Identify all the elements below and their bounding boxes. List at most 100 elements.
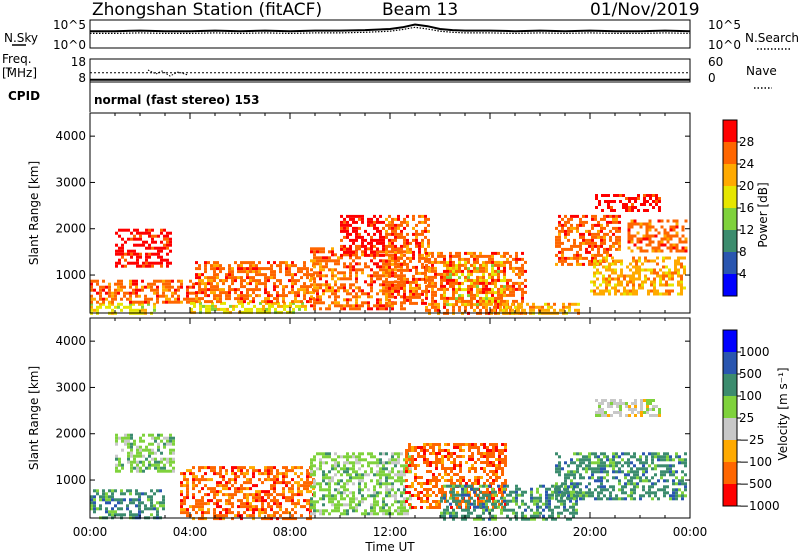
power-cell (208, 310, 211, 314)
power-cell (349, 250, 352, 254)
power-cell (195, 291, 198, 295)
power-cell (662, 271, 665, 275)
power-cell (397, 259, 400, 263)
power-cell (358, 286, 361, 290)
power-cell (174, 291, 177, 295)
velocity-cell (533, 496, 536, 500)
power-cell (668, 289, 671, 293)
power-cell (639, 249, 643, 253)
power-cell (452, 270, 455, 274)
power-cell (247, 310, 250, 314)
power-cell (382, 304, 385, 308)
power-cell (425, 290, 428, 294)
power-cell (491, 291, 494, 295)
velocity-cell (394, 479, 397, 483)
velocity-cell (367, 512, 370, 516)
power-cell (524, 290, 527, 294)
power-cell (515, 251, 518, 255)
power-cell (608, 274, 611, 278)
power-cell (385, 253, 388, 257)
velocity-cell (285, 499, 288, 503)
velocity-cell (588, 491, 591, 495)
power-cell (479, 269, 482, 273)
velocity-cell (486, 452, 489, 455)
power-cell (455, 269, 458, 273)
velocity-cell (588, 455, 591, 459)
power-cell (412, 217, 415, 221)
velocity-cell (306, 517, 309, 521)
power-cell (198, 279, 201, 283)
velocity-cell (409, 506, 412, 510)
power-cell (493, 305, 496, 309)
power-cell (385, 262, 388, 266)
power-cell (346, 277, 349, 281)
power-cell (270, 267, 273, 271)
velocity-cell (423, 455, 426, 458)
power-cell (328, 283, 331, 287)
power-cell (633, 234, 637, 238)
power-cell (136, 252, 139, 256)
power-cell (285, 294, 288, 298)
power-cell (216, 297, 219, 301)
velocity-cell (127, 457, 130, 461)
velocity-cell (394, 464, 397, 468)
power-cell (216, 300, 219, 304)
power-cell (177, 294, 180, 298)
velocity-cell (579, 473, 582, 477)
velocity-cell (246, 514, 249, 518)
velocity-cell (207, 493, 210, 497)
velocity-cell (524, 517, 527, 521)
power-cell (136, 228, 139, 232)
velocity-cell (352, 461, 355, 465)
velocity-cell (555, 485, 558, 489)
velocity-cell (204, 517, 207, 521)
velocity-cell (207, 508, 210, 512)
power-cell (211, 304, 214, 308)
velocity-cell (319, 485, 322, 489)
power-cell (458, 261, 461, 265)
velocity-cell (612, 455, 615, 459)
velocity-cell (376, 473, 379, 477)
velocity-cell (322, 509, 325, 513)
velocity-cell (364, 497, 367, 501)
velocity-cell (136, 445, 139, 449)
velocity-cell (162, 504, 165, 508)
velocity-cell (234, 481, 237, 485)
power-cell (602, 265, 605, 269)
velocity-cell (394, 497, 397, 501)
velocity-cell (588, 494, 591, 498)
velocity-cell (162, 501, 165, 505)
power-cell (652, 200, 655, 203)
velocity-cell (506, 499, 509, 503)
power-cell (223, 307, 226, 311)
power-cell (618, 238, 621, 242)
power-cell (349, 238, 352, 242)
power-cell (199, 304, 202, 308)
power-cell (288, 267, 291, 271)
velocity-cell (492, 461, 495, 464)
power-cell (638, 286, 641, 290)
power-cell (127, 261, 130, 265)
power-cell (195, 300, 198, 304)
power-cell (599, 271, 602, 275)
velocity-cell (400, 506, 403, 510)
power-cell (165, 279, 168, 283)
velocity-cell (597, 461, 600, 465)
power-cell (479, 296, 482, 300)
velocity-cell (379, 470, 382, 474)
power-cell (201, 282, 204, 286)
velocity-cell (243, 481, 246, 485)
power-cell (488, 254, 491, 258)
power-cell (160, 246, 163, 250)
power-cell (485, 297, 488, 301)
velocity-cell (120, 498, 123, 502)
velocity-cell (645, 491, 648, 495)
velocity-cell (282, 496, 285, 500)
power-cell (337, 256, 340, 260)
power-cell (346, 292, 349, 296)
power-cell (343, 253, 346, 257)
power-cell (385, 271, 388, 275)
velocity-cell (391, 503, 394, 507)
power-cell (568, 308, 571, 312)
velocity-cell (636, 485, 639, 489)
